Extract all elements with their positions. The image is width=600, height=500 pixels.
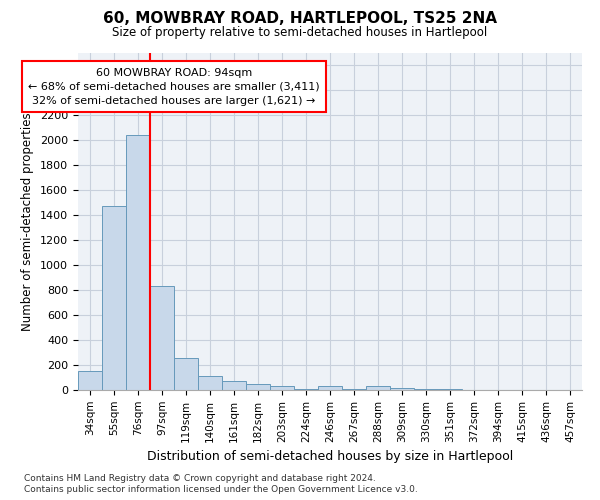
Bar <box>174 358 198 390</box>
Bar <box>78 370 102 390</box>
Y-axis label: Number of semi-detached properties: Number of semi-detached properties <box>22 112 34 330</box>
Bar <box>222 381 246 390</box>
Bar <box>246 384 270 390</box>
Bar <box>390 388 414 390</box>
Text: Contains HM Land Registry data © Crown copyright and database right 2024.
Contai: Contains HM Land Registry data © Crown c… <box>24 474 418 494</box>
Text: 60 MOWBRAY ROAD: 94sqm
← 68% of semi-detached houses are smaller (3,411)
32% of : 60 MOWBRAY ROAD: 94sqm ← 68% of semi-det… <box>28 68 320 106</box>
Bar <box>198 376 222 390</box>
Bar <box>366 386 390 390</box>
Bar <box>102 206 126 390</box>
Bar <box>318 386 342 390</box>
X-axis label: Distribution of semi-detached houses by size in Hartlepool: Distribution of semi-detached houses by … <box>147 450 513 463</box>
Text: Size of property relative to semi-detached houses in Hartlepool: Size of property relative to semi-detach… <box>112 26 488 39</box>
Bar <box>150 286 174 390</box>
Text: 60, MOWBRAY ROAD, HARTLEPOOL, TS25 2NA: 60, MOWBRAY ROAD, HARTLEPOOL, TS25 2NA <box>103 11 497 26</box>
Bar <box>126 135 150 390</box>
Bar <box>270 386 294 390</box>
